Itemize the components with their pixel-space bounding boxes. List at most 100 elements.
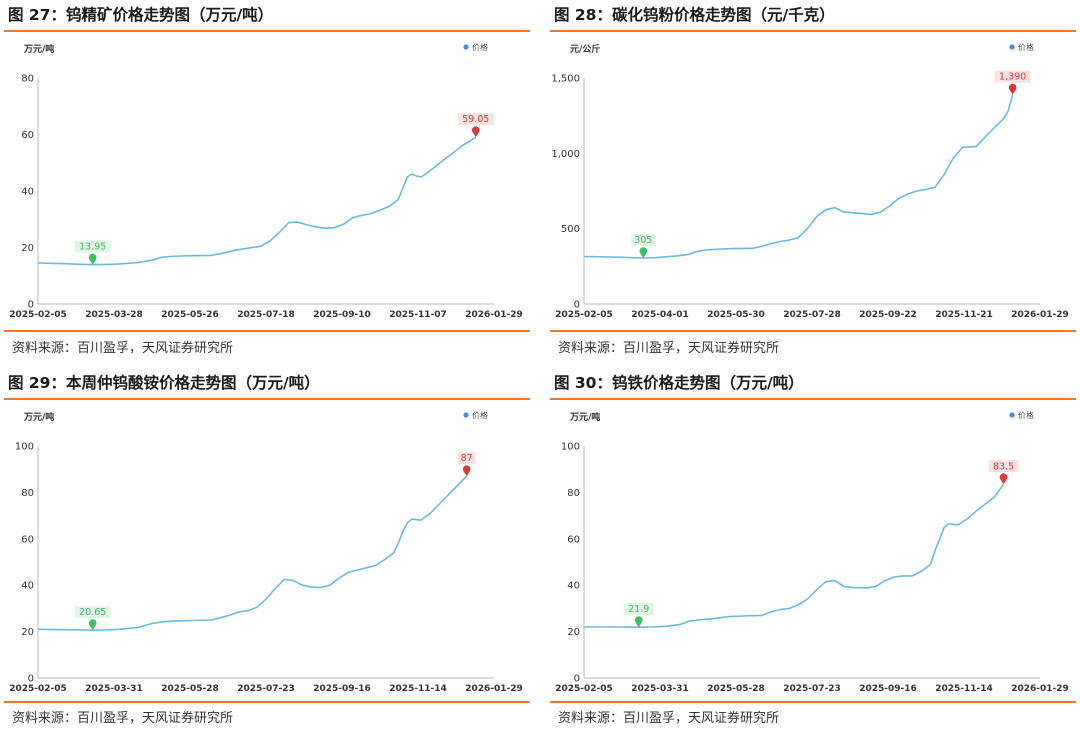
marker-label: 20.65: [79, 607, 106, 618]
x-tick-label: 2025-07-18: [237, 310, 295, 320]
legend-label: 价格: [472, 410, 488, 420]
marker-label-bg: [994, 70, 1031, 83]
x-tick-label: 2025-05-28: [707, 684, 765, 694]
marker-label-bg: [631, 234, 656, 247]
marker-label: 87: [461, 453, 473, 464]
marker-label-bg: [623, 603, 654, 616]
y-tick-label: 60: [567, 534, 580, 545]
y-tick-label: 0: [28, 300, 34, 311]
legend-label: 价格: [472, 42, 488, 52]
figure-title: 图 27：钨精矿价格走势图（万元/吨）: [8, 6, 274, 24]
max-marker: 87: [457, 452, 476, 477]
title-rule: [550, 30, 1076, 32]
series-line: [584, 483, 1005, 628]
marker-pin: [639, 247, 648, 259]
y-tick-label: 20: [21, 627, 34, 638]
title-rule: [550, 398, 1076, 400]
marker-label-bg: [988, 460, 1019, 473]
x-tick-label: 2025-05-28: [161, 684, 219, 694]
series-line: [583, 94, 1014, 259]
x-tick-label: 2025-11-07: [389, 310, 447, 320]
figure-title: 图 28：碳化钨粉价格走势图（元/千克）: [554, 6, 835, 24]
x-tick-label: 2025-02-05: [555, 310, 613, 320]
title-rule: [4, 30, 530, 32]
legend-label: 价格: [1018, 410, 1034, 420]
marker-label: 83.5: [993, 461, 1014, 472]
line-chart: 万元/吨 价格 0 20 40 60 80 100 2025-02-05 2025-03-31 20…: [9, 410, 523, 694]
marker-pin: [88, 619, 97, 631]
marker-label-bg: [74, 606, 111, 619]
y-tick-label: 100: [561, 442, 580, 453]
x-tick-label: 2025-11-14: [389, 684, 447, 694]
x-tick-label: 2025-05-30: [707, 310, 765, 320]
x-tick-label: 2025-03-31: [85, 684, 143, 694]
x-tick-label: 2025-05-26: [161, 310, 219, 320]
source-note: 资料来源：百川盈孚，天风证券研究所: [12, 341, 234, 356]
marker-pin: [471, 126, 480, 138]
max-marker: 1,390: [994, 70, 1031, 95]
x-tick-label: 2025-09-10: [313, 310, 371, 320]
x-tick-label: 2025-09-22: [859, 310, 917, 320]
x-tick-label: 2025-03-31: [631, 684, 689, 694]
marker-pin: [88, 253, 97, 265]
source-note: 资料来源：百川盈孚，天风证券研究所: [12, 711, 234, 726]
marker-label-bg: [457, 113, 494, 126]
legend-swatch: [1009, 412, 1015, 418]
source-note: 资料来源：百川盈孚，天风证券研究所: [558, 341, 780, 356]
y-tick-label: 60: [21, 130, 34, 141]
legend-swatch: [1009, 44, 1015, 50]
min-marker: 20.65: [74, 606, 111, 631]
y-tick-label: 0: [28, 674, 34, 685]
x-tick-label: 2025-11-21: [935, 310, 993, 320]
max-marker: 83.5: [988, 460, 1019, 485]
y-tick-label: 1,500: [551, 74, 580, 85]
series-line: [37, 136, 477, 266]
x-tick-label: 2025-03-28: [85, 310, 143, 320]
marker-label-bg: [74, 240, 111, 253]
line-chart: 万元/吨 价格 0 20 40 60 80 100 2025-02-05 2025-03-31 20…: [555, 410, 1069, 694]
bottom-rule: [4, 701, 530, 703]
min-marker: 21.9: [623, 603, 654, 628]
marker-label: 21.9: [628, 604, 649, 615]
x-tick-label: 2025-02-05: [9, 684, 67, 694]
source-note: 资料来源：百川盈孚，天风证券研究所: [558, 711, 780, 726]
x-tick-label: 2026-01-29: [1011, 684, 1069, 694]
y-tick-label: 20: [567, 627, 580, 638]
y-axis-unit-label: 万元/吨: [23, 43, 54, 55]
marker-label: 305: [634, 235, 652, 246]
marker-label-bg: [457, 452, 476, 465]
legend-swatch: [463, 44, 469, 50]
marker-pin: [462, 465, 471, 477]
chart-panel-apt: 图 29：本周仲钨酸铵价格走势图（万元/吨） 万元/吨 价格 0 20 40 60 80 10…: [4, 368, 530, 729]
line-chart: 万元/吨 价格 0 20 40 60 80 2025-02-05 2025-03-28 2025-…: [9, 42, 523, 320]
x-tick-label: 2025-02-05: [555, 684, 613, 694]
max-marker: 59.05: [457, 113, 494, 138]
line-chart: 元/公斤 价格 0 500 1,000 1,500 2025-02-05 2025-04-01…: [551, 42, 1069, 320]
marker-label: 59.05: [462, 114, 489, 125]
y-tick-label: 0: [574, 300, 580, 311]
y-tick-label: 40: [21, 581, 34, 592]
series-line: [37, 475, 468, 631]
marker-label: 13.95: [79, 242, 106, 253]
x-tick-label: 2026-01-29: [465, 684, 523, 694]
figure-title: 图 30：钨铁价格走势图（万元/吨）: [554, 374, 804, 392]
bottom-rule: [550, 330, 1076, 332]
x-tick-label: 2025-09-16: [859, 684, 917, 694]
y-axis-unit-label: 万元/吨: [23, 411, 54, 423]
y-tick-label: 40: [567, 581, 580, 592]
marker-pin: [634, 616, 643, 628]
marker-label: 1,390: [999, 72, 1026, 83]
legend-label: 价格: [1018, 42, 1034, 52]
y-axis-unit-label: 元/公斤: [570, 43, 600, 55]
min-marker: 13.95: [74, 240, 111, 265]
x-tick-label: 2026-01-29: [1011, 310, 1069, 320]
x-tick-label: 2026-01-29: [465, 310, 523, 320]
chart-panel-tungsten-carbide-powder: 图 28：碳化钨粉价格走势图（元/千克） 元/公斤 价格 0 500 1,000 1,50…: [550, 0, 1076, 365]
x-tick-label: 2025-07-28: [783, 310, 841, 320]
y-tick-label: 80: [21, 74, 34, 85]
bottom-rule: [550, 701, 1076, 703]
y-tick-label: 0: [574, 674, 580, 685]
x-tick-label: 2025-04-01: [631, 310, 689, 320]
x-tick-label: 2025-11-14: [935, 684, 993, 694]
y-tick-label: 1,000: [551, 149, 580, 160]
